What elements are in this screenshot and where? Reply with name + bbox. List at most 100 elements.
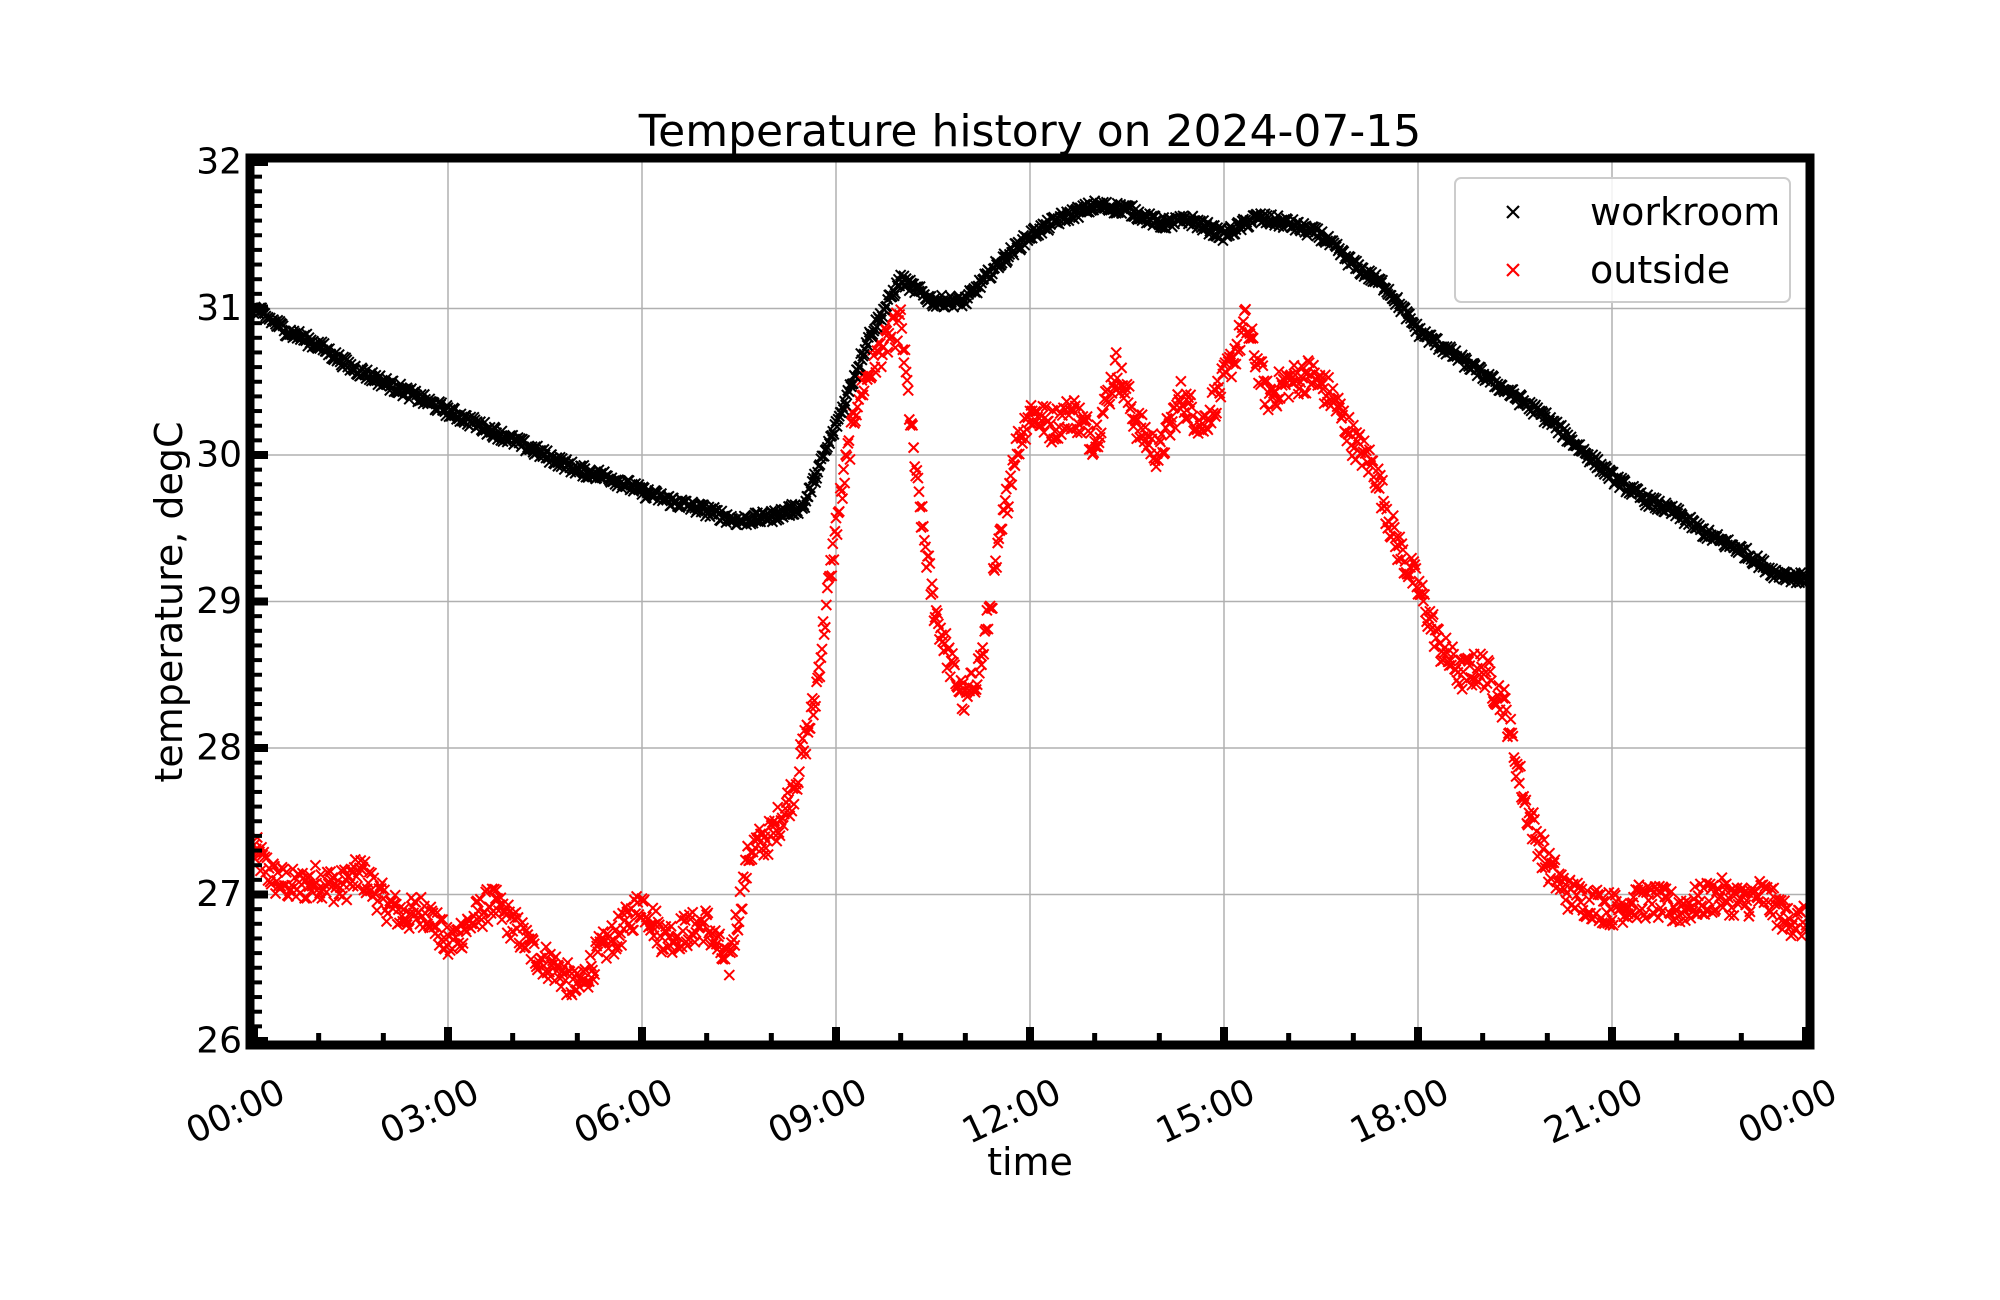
outside-point — [902, 384, 914, 397]
outside-point — [600, 952, 613, 964]
outside-point — [1557, 872, 1570, 884]
outside-point — [1500, 704, 1513, 716]
outside-point — [1518, 796, 1531, 809]
outside-point — [1507, 730, 1519, 742]
outside-point — [1095, 427, 1107, 439]
outside-point — [1173, 393, 1185, 406]
outside-point — [827, 537, 839, 550]
outside-point — [1360, 444, 1372, 457]
outside-point — [1638, 908, 1651, 921]
outside-point — [858, 385, 870, 397]
y-tick-label: 30 — [196, 435, 242, 476]
outside-point — [1358, 435, 1370, 447]
outside-point — [652, 916, 664, 928]
outside-point — [1548, 857, 1560, 869]
x-tick-label: 03:00 — [374, 1071, 485, 1152]
outside-point — [736, 903, 748, 915]
outside-point — [837, 463, 850, 476]
outside-point — [1062, 422, 1074, 435]
outside-point — [1239, 303, 1252, 316]
outside-point — [1261, 375, 1273, 387]
outside-point — [726, 945, 739, 958]
outside-point — [1354, 428, 1366, 441]
outside-point — [1493, 679, 1505, 692]
outside-point — [930, 604, 942, 617]
outside-point — [389, 889, 401, 901]
outside-point — [367, 872, 380, 884]
outside-point — [1639, 912, 1652, 925]
outside-point — [926, 578, 938, 590]
outside-point — [1426, 611, 1438, 623]
outside-point — [1409, 558, 1421, 571]
outside-point — [1317, 383, 1329, 395]
outside-point — [960, 686, 973, 699]
x-tick-label: 00:00 — [1732, 1071, 1843, 1152]
outside-point — [1664, 908, 1676, 920]
outside-point — [613, 929, 626, 942]
outside-point — [1133, 407, 1145, 419]
outside-point — [1419, 606, 1432, 618]
outside-point — [435, 934, 448, 946]
outside-point — [584, 949, 596, 962]
outside-point — [1485, 674, 1497, 687]
outside-point — [1044, 418, 1057, 430]
outside-point — [833, 505, 845, 518]
outside-point — [927, 587, 939, 599]
outside-point — [723, 969, 736, 981]
chart-title: Temperature history on 2024-07-15 — [638, 106, 1422, 157]
outside-point — [1187, 410, 1199, 422]
outside-point — [913, 485, 925, 498]
outside-point — [1246, 323, 1258, 335]
outside-point — [916, 500, 928, 513]
outside-point — [1418, 588, 1431, 601]
outside-point — [1111, 372, 1124, 384]
outside-point — [1440, 632, 1452, 644]
outside-point — [415, 891, 427, 904]
outside-point — [638, 894, 650, 906]
outside-point — [351, 880, 364, 893]
x-tick-label: 06:00 — [568, 1071, 679, 1152]
outside-point — [1575, 896, 1587, 908]
outside-point — [1347, 419, 1360, 431]
outside-point — [977, 648, 990, 660]
outside-point — [1123, 380, 1135, 393]
outside-point — [917, 520, 930, 533]
outside-point — [1343, 411, 1355, 424]
outside-point — [819, 621, 831, 634]
outside-point — [650, 905, 662, 917]
outside-point — [309, 859, 322, 872]
outside-point — [845, 416, 857, 428]
outside-point — [896, 322, 908, 335]
outside-point — [1464, 659, 1476, 672]
outside-point — [843, 434, 855, 447]
outside-point — [1040, 400, 1052, 413]
outside-point — [453, 937, 465, 949]
outside-point — [958, 704, 970, 717]
outside-point — [882, 346, 894, 358]
outside-point — [1410, 562, 1422, 575]
outside-point — [1268, 385, 1281, 397]
outside-point — [894, 303, 907, 316]
outside-point — [813, 661, 825, 673]
outside-point — [1002, 500, 1015, 513]
outside-point — [1652, 911, 1665, 924]
outside-point — [550, 951, 562, 963]
outside-point — [1342, 428, 1354, 440]
outside-point — [1013, 448, 1025, 460]
outside-point — [431, 906, 443, 919]
outside-point — [1401, 568, 1413, 580]
outside-point — [986, 602, 998, 615]
outside-point — [1102, 395, 1115, 408]
outside-point — [627, 924, 640, 936]
outside-point — [816, 643, 828, 655]
outside-point — [1526, 833, 1538, 845]
outside-point — [800, 748, 812, 760]
outside-point — [316, 892, 328, 905]
outside-point — [1513, 777, 1526, 789]
outside-point — [588, 968, 601, 981]
y-tick-label: 29 — [196, 581, 242, 622]
outside-point — [697, 935, 710, 948]
outside-point — [585, 960, 598, 972]
outside-point — [975, 659, 988, 671]
outside-point — [728, 939, 741, 952]
